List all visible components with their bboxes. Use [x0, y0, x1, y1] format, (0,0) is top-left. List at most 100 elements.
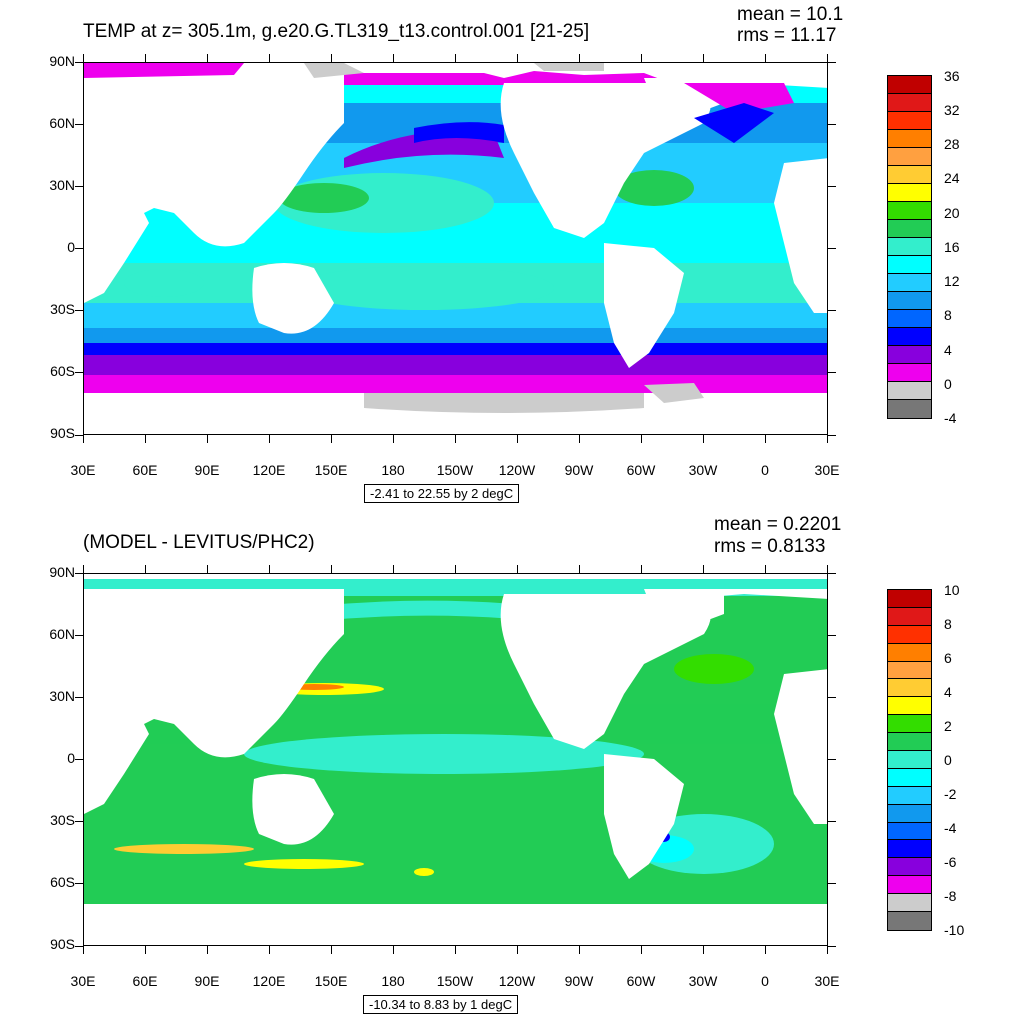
x-tick	[206, 435, 208, 443]
temperature-map	[83, 62, 828, 435]
y-tick	[75, 248, 83, 249]
y-label: 60S	[50, 874, 75, 890]
x-tick	[827, 54, 829, 62]
x-tick	[517, 946, 519, 954]
x-tick	[765, 565, 767, 573]
y-tick	[828, 634, 836, 636]
y-label: 60S	[50, 363, 75, 379]
colorbar-swatch	[888, 346, 931, 364]
difference-panel: (MODEL - LEVITUS/PHC2) mean = 0.2201 rms…	[0, 512, 1024, 1024]
y-tick	[828, 945, 836, 947]
colorbar-swatch	[888, 130, 931, 148]
colorbar-swatch	[888, 148, 931, 166]
colorbar-label: 0	[944, 376, 952, 392]
x-tick	[330, 435, 332, 443]
y-tick	[75, 123, 83, 125]
x-tick	[268, 435, 270, 443]
colorbar-label: 6	[944, 650, 952, 666]
y-tick	[828, 759, 836, 760]
colorbar-swatch	[888, 751, 931, 769]
y-tick	[828, 61, 836, 63]
x-label: 150W	[436, 973, 474, 989]
colorbar-label: 20	[944, 205, 960, 221]
colorbar-label: 10	[944, 582, 960, 598]
x-tick	[454, 565, 456, 573]
x-label: 60E	[132, 973, 158, 989]
x-tick	[765, 435, 767, 443]
y-tick	[828, 248, 836, 249]
colorbar-swatch	[888, 679, 931, 698]
x-label: 30E	[814, 973, 840, 989]
colorbar-swatch	[888, 804, 931, 823]
y-tick	[75, 634, 83, 636]
colorbar-swatch	[888, 715, 931, 734]
x-tick	[206, 565, 208, 573]
x-label: 30E	[70, 462, 96, 478]
x-tick	[641, 946, 643, 954]
x-label: 90W	[564, 462, 594, 478]
y-label: 90S	[50, 936, 75, 952]
y-label: 0	[67, 750, 75, 766]
colorbar-swatch	[888, 661, 931, 680]
x-tick	[392, 565, 394, 573]
x-tick	[517, 435, 519, 443]
colorbar-swatch	[888, 328, 931, 346]
x-label: 120W	[498, 462, 536, 478]
x-tick	[703, 435, 705, 443]
y-tick	[828, 185, 836, 187]
colorbar-label: 0	[944, 752, 952, 768]
colorbar-label: 24	[944, 170, 960, 186]
colorbar-swatch	[888, 768, 931, 787]
x-label: 180	[381, 973, 405, 989]
x-tick	[641, 435, 643, 443]
x-label: 120W	[498, 973, 536, 989]
colorbar-swatch	[888, 76, 931, 94]
x-label: 150E	[314, 462, 348, 478]
x-label: 90W	[564, 973, 594, 989]
rms-value: rms = 11.17	[737, 25, 837, 46]
rms-value: rms = 0.8133	[714, 536, 826, 557]
x-tick	[641, 565, 643, 573]
x-tick	[268, 565, 270, 573]
x-label: 60W	[626, 973, 656, 989]
x-tick	[82, 435, 84, 443]
colorbar-label: -8	[944, 888, 957, 904]
x-tick	[765, 946, 767, 954]
colorbar-swatch	[888, 310, 931, 328]
y-label: 90S	[50, 425, 75, 441]
difference-map	[83, 573, 828, 946]
colorbar-label: -2	[944, 786, 957, 802]
colorbar-swatch	[888, 858, 931, 877]
y-tick	[828, 372, 836, 374]
x-label: 30W	[688, 462, 718, 478]
y-tick	[75, 310, 83, 312]
x-label: 0	[761, 973, 769, 989]
x-tick	[517, 54, 519, 62]
contour-info: -2.41 to 22.55 by 2 degC	[364, 484, 520, 503]
x-tick	[454, 946, 456, 954]
x-tick	[330, 946, 332, 954]
colorbar	[887, 75, 932, 419]
mean-value: mean = 10.1	[737, 4, 844, 25]
colorbar-swatch	[888, 590, 931, 608]
x-label: 30E	[70, 973, 96, 989]
x-label: 60W	[626, 462, 656, 478]
y-tick	[75, 434, 83, 436]
colorbar-label: 12	[944, 273, 960, 289]
x-tick	[392, 946, 394, 954]
x-tick	[330, 54, 332, 62]
colorbar-swatch	[888, 382, 931, 400]
colorbar-swatch	[888, 400, 931, 418]
colorbar	[887, 589, 932, 931]
x-tick	[268, 946, 270, 954]
x-label: 150W	[436, 462, 474, 478]
colorbar-label: -10	[944, 922, 965, 938]
panel-title: (MODEL - LEVITUS/PHC2)	[83, 532, 315, 553]
x-label: 180	[381, 462, 405, 478]
colorbar-label: 32	[944, 102, 960, 118]
y-label: 60N	[49, 115, 75, 131]
x-tick	[206, 54, 208, 62]
mean-value: mean = 0.2201	[714, 514, 842, 535]
x-label: 120E	[252, 973, 286, 989]
x-tick	[82, 54, 84, 62]
